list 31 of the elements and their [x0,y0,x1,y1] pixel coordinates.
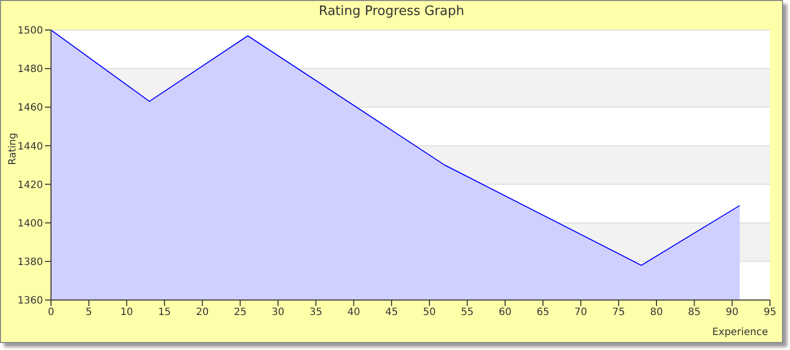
y-tick-label: 1400 [18,218,43,230]
y-axis-title: Rating [8,132,19,165]
y-tick-label: 1420 [18,180,43,191]
y-tick-label: 1460 [18,102,43,114]
x-tick-label: 50 [423,307,436,318]
x-tick-label: 80 [650,307,663,318]
y-tick-label: 1440 [18,141,43,152]
x-tick-label: 45 [385,307,398,318]
x-tick-label: 95 [764,307,776,318]
x-tick-label: 70 [574,307,588,318]
y-tick-label: 1360 [18,296,43,307]
x-tick-label: 0 [48,307,54,318]
x-tick-label: 60 [498,307,512,318]
x-tick-label: 85 [688,307,701,318]
x-tick-label: 25 [234,307,247,318]
y-tick-label: 1380 [18,256,43,268]
x-tick-label: 75 [612,307,625,318]
x-tick-label: 65 [536,307,550,318]
x-axis-title: Experience [712,327,768,338]
y-tick-label: 1500 [18,26,43,37]
x-tick-label: 20 [196,307,209,318]
x-tick-label: 55 [460,307,474,318]
x-tick-label: 35 [310,307,322,318]
x-tick-label: 15 [158,307,171,318]
x-tick-label: 30 [272,307,284,318]
x-tick-label: 40 [347,307,360,318]
x-tick-label: 90 [726,307,739,318]
y-tick-label: 1480 [18,64,43,76]
x-tick-label: 5 [86,307,92,318]
chart-title: Rating Progress Graph [318,4,466,19]
x-tick-label: 10 [120,307,134,318]
